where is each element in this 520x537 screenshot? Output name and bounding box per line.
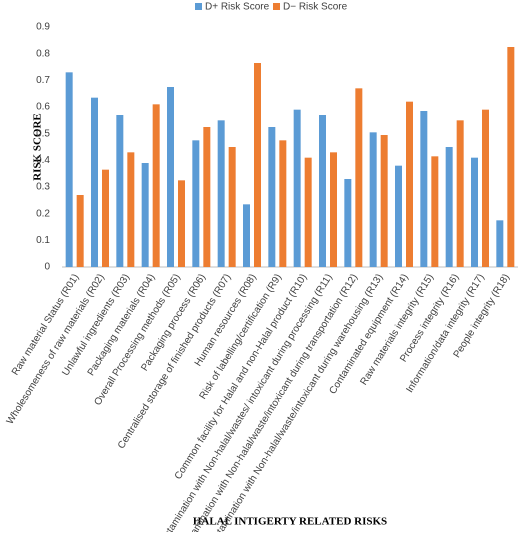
bar bbox=[279, 140, 287, 267]
bar bbox=[507, 47, 515, 267]
bar bbox=[369, 132, 377, 267]
bar bbox=[254, 63, 261, 267]
y-tick-label: 0.6 bbox=[36, 102, 50, 113]
bar bbox=[127, 152, 135, 267]
y-tick-label: 0.1 bbox=[36, 235, 50, 246]
bar bbox=[116, 115, 124, 267]
legend-label: D− Risk Score bbox=[283, 2, 348, 13]
y-axis-title: RISK SCORE bbox=[32, 113, 44, 181]
bar bbox=[293, 109, 301, 268]
bar bbox=[330, 152, 337, 267]
legend-swatch bbox=[273, 3, 280, 10]
bar bbox=[304, 157, 312, 267]
bar bbox=[228, 147, 236, 267]
bar bbox=[471, 157, 478, 267]
bar bbox=[380, 135, 388, 267]
bar bbox=[406, 101, 413, 268]
bar bbox=[482, 109, 489, 268]
x-tick-label: Wholesomeness of raw materials (R02) bbox=[5, 272, 107, 426]
bar bbox=[420, 111, 428, 267]
bar bbox=[102, 169, 109, 267]
y-tick-label: 0.9 bbox=[36, 22, 50, 33]
bar bbox=[76, 195, 84, 267]
y-tick-label: 0.2 bbox=[36, 208, 50, 219]
y-tick-label: 0.4 bbox=[36, 155, 50, 166]
bar bbox=[178, 180, 185, 267]
bar bbox=[192, 140, 200, 267]
y-tick-label: 0.8 bbox=[36, 48, 50, 59]
bar bbox=[243, 204, 250, 267]
bar bbox=[456, 120, 464, 267]
bar bbox=[152, 104, 160, 267]
y-tick-label: 0.7 bbox=[36, 75, 50, 86]
bar bbox=[395, 165, 402, 267]
bar bbox=[217, 120, 225, 267]
bar bbox=[203, 127, 211, 267]
bar bbox=[496, 220, 504, 267]
x-axis-title: HALAL INTIGERTY RELATED RISKS bbox=[193, 516, 387, 528]
bar bbox=[141, 163, 149, 267]
y-tick-label: 0 bbox=[44, 262, 50, 273]
bar bbox=[65, 72, 73, 267]
y-tick-label: 0.3 bbox=[36, 182, 50, 193]
legend-swatch bbox=[195, 3, 202, 10]
legend-label: D+ Risk Score bbox=[205, 2, 270, 13]
bar bbox=[355, 88, 363, 267]
bar bbox=[431, 156, 439, 267]
bar bbox=[445, 147, 453, 267]
bar bbox=[344, 179, 352, 267]
bar bbox=[319, 115, 326, 267]
bar bbox=[167, 87, 174, 267]
y-tick-label: 0.5 bbox=[36, 128, 50, 139]
bar bbox=[268, 127, 276, 267]
bar bbox=[91, 97, 98, 268]
